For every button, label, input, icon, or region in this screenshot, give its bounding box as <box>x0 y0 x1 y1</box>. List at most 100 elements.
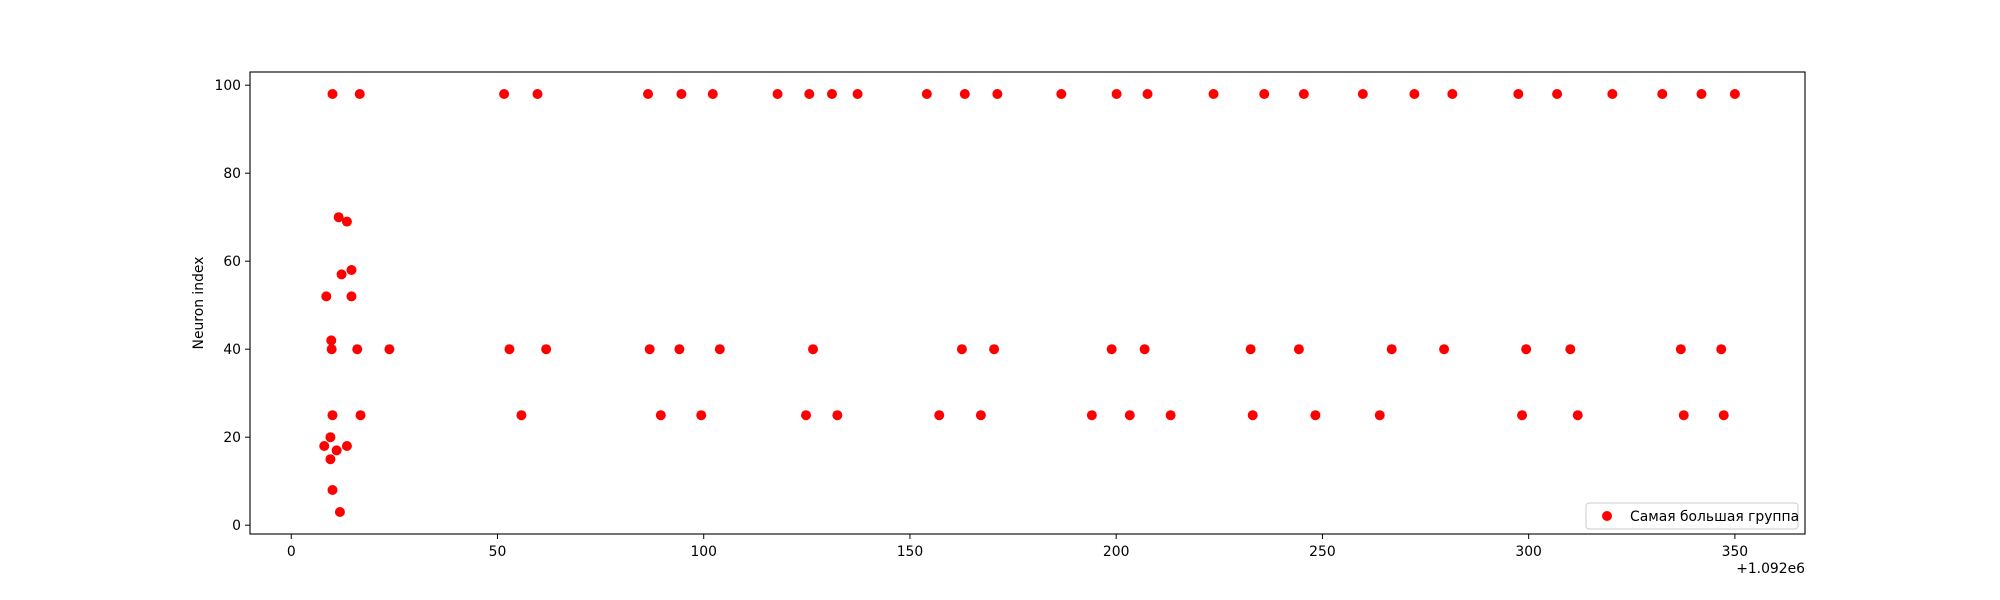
data-point <box>772 89 783 99</box>
data-point <box>1513 89 1524 99</box>
data-point <box>1245 344 1256 355</box>
data-point <box>1729 89 1740 99</box>
x-tick-label: 100 <box>690 544 717 560</box>
data-point <box>346 265 357 275</box>
y-tick-label: 80 <box>223 166 241 182</box>
data-point <box>504 344 515 355</box>
data-point <box>644 344 655 355</box>
data-point <box>516 410 527 421</box>
y-axis: 0 20 40 60 80 100 <box>214 78 250 534</box>
y-tick-label: 100 <box>214 78 241 94</box>
data-point <box>959 89 970 99</box>
data-point <box>1517 410 1528 421</box>
data-point <box>1357 89 1368 99</box>
data-point <box>676 89 687 99</box>
data-point <box>1247 410 1258 421</box>
data-point <box>801 410 812 421</box>
data-point <box>921 89 932 99</box>
data-point <box>1386 344 1397 355</box>
y-axis-label: Neuron index <box>191 257 207 350</box>
y-tick-label: 60 <box>223 254 241 270</box>
x-axis-offset-label: +1.092e6 <box>1736 561 1805 577</box>
data-point <box>1139 344 1150 355</box>
data-point <box>326 335 337 346</box>
legend-box <box>1585 502 1799 530</box>
data-point <box>326 344 337 355</box>
data-point <box>541 344 552 355</box>
data-point <box>1675 344 1686 355</box>
data-point <box>975 410 986 421</box>
data-point <box>1552 89 1563 99</box>
data-point <box>956 344 967 355</box>
data-point <box>384 344 395 355</box>
data-point <box>934 410 945 421</box>
data-point <box>327 89 338 99</box>
data-point <box>808 344 819 355</box>
data-point <box>499 89 510 99</box>
data-point <box>352 344 363 355</box>
x-tick-label: 300 <box>1515 544 1542 560</box>
data-point <box>1124 410 1135 421</box>
data-points <box>319 89 1740 517</box>
y-tick-label: 40 <box>223 342 241 358</box>
data-point <box>655 410 666 421</box>
data-point <box>1409 89 1420 99</box>
data-point <box>1678 410 1689 421</box>
data-point <box>341 441 352 451</box>
x-tick-label: 250 <box>1309 544 1336 560</box>
data-point <box>1374 410 1385 421</box>
data-point <box>1056 89 1067 99</box>
data-point <box>1142 89 1153 99</box>
data-point <box>1521 344 1532 355</box>
x-tick-label: 0 <box>287 544 296 560</box>
data-point <box>1298 89 1309 99</box>
x-tick-label: 200 <box>1103 544 1130 560</box>
data-point <box>1111 89 1122 99</box>
data-point <box>327 485 338 495</box>
data-point <box>1696 89 1707 99</box>
data-point <box>1165 410 1176 421</box>
data-point <box>336 269 347 280</box>
legend-label: Самая большая группа <box>1630 509 1799 525</box>
data-point <box>331 445 342 456</box>
data-point <box>989 344 1000 355</box>
data-point <box>714 344 725 355</box>
data-point <box>1657 89 1668 99</box>
data-point <box>532 89 543 99</box>
x-axis: 0 50 100 150 200 250 300 350 <box>287 534 1748 560</box>
x-tick-label: 350 <box>1722 544 1749 560</box>
legend-marker <box>1602 511 1612 521</box>
data-point <box>355 410 366 421</box>
data-point <box>333 212 344 223</box>
data-point <box>1718 410 1729 421</box>
data-point <box>1439 344 1450 355</box>
x-tick-label: 50 <box>489 544 507 560</box>
data-point <box>1310 410 1321 421</box>
y-tick-label: 0 <box>232 518 241 534</box>
legend: Самая большая группа <box>1585 502 1799 530</box>
data-point <box>341 216 352 227</box>
axes-frame <box>249 71 1806 535</box>
data-point <box>321 291 332 302</box>
data-point <box>1447 89 1458 99</box>
data-point <box>1607 89 1618 99</box>
data-point <box>1716 344 1727 355</box>
data-point <box>832 410 843 421</box>
data-point <box>334 507 345 517</box>
data-point <box>707 89 718 99</box>
plot-area <box>249 71 1806 535</box>
data-point <box>325 432 336 443</box>
data-point <box>1086 410 1097 421</box>
data-point <box>1293 344 1304 355</box>
data-point <box>319 441 330 451</box>
data-point <box>1565 344 1576 355</box>
data-point <box>992 89 1003 99</box>
data-point <box>852 89 863 99</box>
data-point <box>354 89 365 99</box>
data-point <box>327 410 338 421</box>
data-point <box>804 89 815 99</box>
data-point <box>1572 410 1583 421</box>
data-point <box>643 89 654 99</box>
data-point <box>346 291 357 302</box>
